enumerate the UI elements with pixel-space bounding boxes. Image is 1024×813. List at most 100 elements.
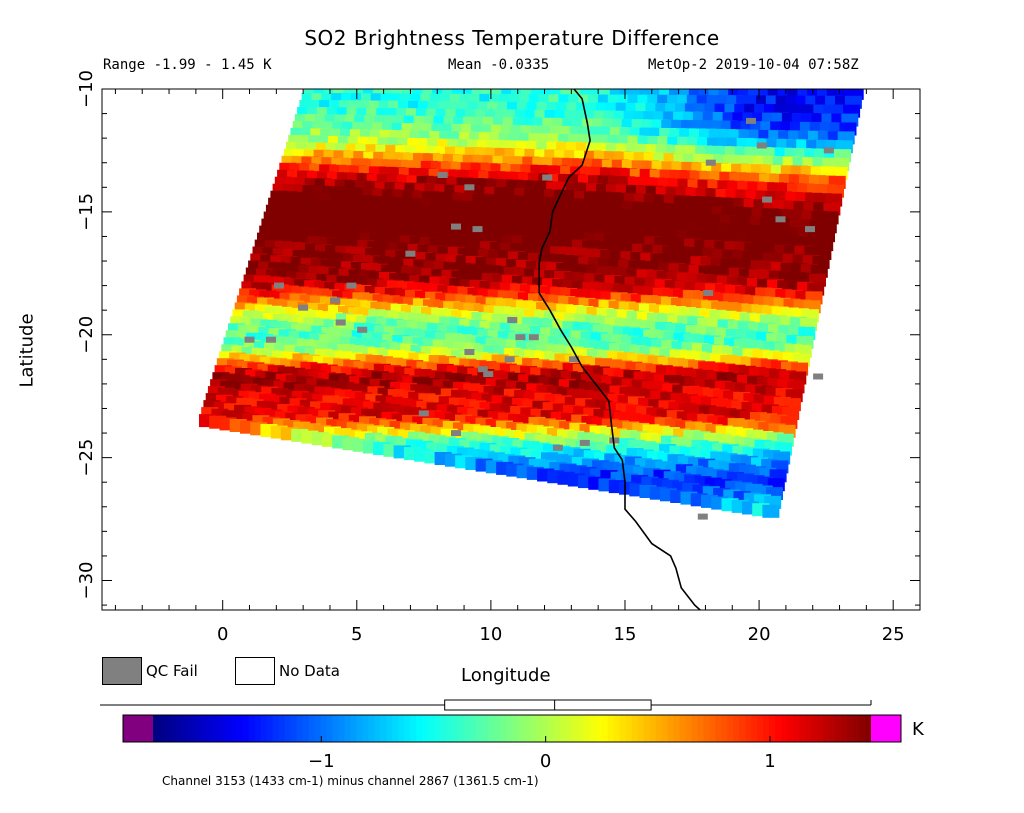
qc-fail-point: [464, 184, 475, 191]
colorbar-tick-label: −1: [308, 751, 335, 772]
colorbar-step: [452, 715, 459, 742]
heatmap-cell: [797, 89, 815, 100]
heatmap-cell: [817, 89, 835, 100]
colorbar-step: [733, 715, 740, 742]
qc-fail-point: [756, 142, 767, 149]
heatmap-cell: [560, 89, 578, 100]
colorbar-step: [218, 715, 226, 742]
colorbar-step: [529, 715, 537, 742]
qc-fail-point: [705, 159, 716, 166]
qc-fail-point: [703, 290, 714, 296]
colorbar-step: [829, 715, 836, 742]
colorbar-step: [212, 715, 220, 742]
heatmap-cell: [708, 89, 726, 100]
x-tick-label: 25: [882, 624, 905, 645]
colorbar-step: [416, 715, 423, 742]
colorbar-step: [350, 715, 358, 742]
colorbar-step: [559, 715, 567, 742]
heatmap-cell: [619, 89, 637, 100]
heatmap-cell: [659, 89, 677, 100]
colorbar-step: [691, 715, 699, 742]
qc-fail-point: [569, 356, 579, 363]
heatmap-cell: [826, 89, 844, 100]
qc-fail-point: [775, 216, 786, 223]
colorbar-step: [805, 715, 812, 742]
colorbar-step: [547, 715, 555, 742]
colorbar-step: [751, 715, 758, 742]
y-tick-label: −20: [76, 316, 97, 354]
colorbar-step: [721, 715, 728, 742]
colorbar-step: [763, 715, 770, 742]
colorbar-step: [302, 715, 310, 742]
colorbar-step: [739, 715, 746, 742]
qc-fail-point: [552, 444, 563, 451]
colorbar-step: [392, 715, 399, 742]
heatmap-cell: [678, 89, 696, 100]
colorbar: [122, 714, 902, 743]
colorbar-step: [338, 715, 346, 742]
heatmap-cell: [728, 89, 746, 100]
colorbar-step: [296, 715, 304, 742]
colorbar-step: [254, 715, 262, 742]
qc-fail-point: [464, 349, 475, 355]
qc-fail-point: [697, 513, 708, 520]
colorbar-unit: K: [912, 719, 924, 740]
colorbar-step: [841, 715, 848, 742]
colorbar-step: [613, 715, 621, 742]
qc-fail-point: [330, 297, 341, 304]
heatmap-cell: [762, 504, 780, 518]
qc-fail-point: [823, 147, 834, 154]
coastline: [538, 89, 701, 610]
colorbar-step: [182, 715, 190, 742]
qc-fail-point: [346, 282, 357, 289]
colorbar-under: [123, 715, 153, 742]
colorbar-step: [799, 715, 806, 742]
qc-fail-point: [477, 366, 488, 373]
heatmap-cell: [669, 89, 686, 100]
heatmap-cell: [836, 89, 854, 100]
qc-fail-point: [405, 250, 416, 257]
colorbar-step: [583, 715, 591, 742]
colorbar-step: [655, 715, 663, 742]
satellite-time-text: MetOp-2 2019-10-04 07:58Z: [648, 57, 859, 73]
qc-fail-point: [746, 117, 756, 124]
colorbar-step: [787, 715, 794, 742]
heatmap-cell: [846, 89, 864, 100]
colorbar-frame: [122, 714, 902, 743]
colorbar-step: [847, 715, 854, 742]
colorbar-step: [356, 715, 364, 742]
colorbar-step: [625, 715, 633, 742]
x-axis-ticks: 0 5 10 15 20 25: [114, 89, 921, 645]
colorbar-ticks: −1 0 1: [308, 736, 776, 772]
colorbar-step: [488, 715, 495, 742]
colorbar-step: [577, 715, 585, 742]
colorbar-step: [865, 715, 872, 742]
qc-fail-point: [609, 437, 620, 444]
colorbar-step: [571, 715, 579, 742]
colorbar-step: [793, 715, 800, 742]
colorbar-step: [667, 715, 675, 742]
colorbar-step: [266, 715, 274, 742]
colorbar-step: [535, 715, 543, 742]
colorbar-step: [398, 715, 405, 742]
heatmap-cell: [609, 89, 627, 100]
colorbar-step: [769, 715, 776, 742]
heatmap-cell: [777, 89, 795, 100]
colorbar-step: [362, 715, 369, 742]
mean-text: Mean -0.0335: [448, 57, 550, 73]
colorbar-step: [458, 715, 465, 742]
colorbar-step: [823, 715, 830, 742]
colorbar-step: [685, 715, 693, 742]
y-axis-ticks: −10 −15 −20 −25 −30: [76, 70, 920, 606]
qc-fail-point: [483, 371, 494, 378]
colorbar-step: [290, 715, 298, 742]
colorbar-step: [470, 715, 477, 742]
colorbar-step: [637, 715, 645, 742]
colorbar-step: [727, 715, 734, 742]
colorbar-step: [661, 715, 669, 742]
x-tick-label: 0: [217, 624, 228, 645]
colorbar-step: [314, 715, 322, 742]
colorbar-step: [464, 715, 471, 742]
colorbar-step: [517, 715, 525, 742]
